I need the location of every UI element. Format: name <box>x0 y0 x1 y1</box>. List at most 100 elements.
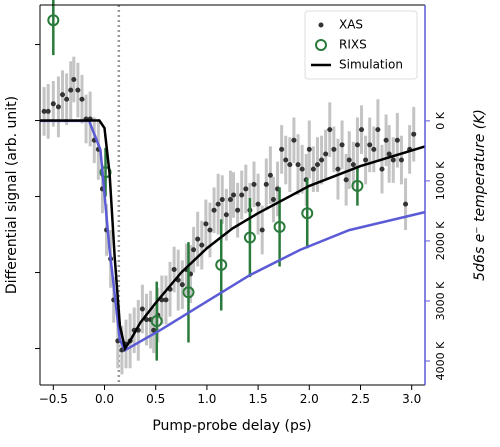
xas-point <box>45 108 51 114</box>
xas-point <box>171 266 177 272</box>
rixs-point <box>47 14 60 27</box>
xas-point <box>64 96 70 102</box>
rixs-point <box>243 231 256 244</box>
xas-point <box>179 282 185 288</box>
xas-point <box>350 162 356 168</box>
xas-point <box>383 137 389 143</box>
x-tick-label: 2.0 <box>300 392 319 406</box>
xas-point <box>207 227 213 233</box>
rixs-point <box>351 179 364 192</box>
xas-point <box>403 201 409 207</box>
xas-point <box>211 207 217 213</box>
rixs-point <box>273 220 286 233</box>
xas-point <box>295 162 301 168</box>
xas-point <box>163 297 169 303</box>
xas-point <box>379 166 385 172</box>
x-tick-label: 0.0 <box>95 392 114 406</box>
xas-point <box>199 242 205 248</box>
rixs-point <box>301 207 314 220</box>
rixs-point <box>215 258 228 271</box>
xas-point <box>363 157 369 163</box>
xas-point <box>390 157 396 163</box>
xas-point <box>310 166 316 172</box>
y2-tick-label: 3000 K <box>434 281 447 320</box>
xas-point <box>299 166 305 172</box>
xas-point <box>223 212 229 218</box>
xas-point <box>243 186 249 192</box>
xas-point <box>335 166 341 172</box>
xas-point <box>327 127 333 133</box>
xas-point <box>354 142 360 148</box>
x-tick-label: 2.5 <box>351 392 370 406</box>
legend-key <box>318 22 324 28</box>
x-axis-title: Pump-probe delay (ps) <box>152 418 311 434</box>
legend-label: Simulation <box>339 58 403 72</box>
xas-point <box>346 157 352 163</box>
y2-tick-label: 4000 K <box>434 341 447 380</box>
xas-point <box>386 151 392 157</box>
xas-point <box>263 181 269 187</box>
rixs-point <box>182 286 195 299</box>
xas-point <box>331 146 337 152</box>
y2-tick-label: 2000 K <box>434 221 447 260</box>
simulation-line <box>40 119 426 352</box>
xas-point <box>291 137 297 143</box>
y2-axis-title: 5d6s e⁻ temperature (K) <box>472 109 488 281</box>
x-tick-label: −0.5 <box>39 392 68 406</box>
xas-point <box>371 146 377 152</box>
xas-point <box>55 104 61 110</box>
xas-point <box>239 192 245 198</box>
xas-point <box>283 157 289 163</box>
xas-point <box>68 87 74 93</box>
y2-tick-label: 1000 K <box>434 161 447 200</box>
xas-point <box>343 177 349 183</box>
xas-point <box>251 181 257 187</box>
x-tick-label: 1.0 <box>197 392 216 406</box>
xas-point <box>270 197 276 203</box>
xas-point <box>195 236 201 242</box>
xas-point <box>235 207 241 213</box>
rixs-point <box>150 315 163 328</box>
xas-point <box>191 247 197 253</box>
xas-point <box>227 197 233 203</box>
xas-point <box>411 131 417 137</box>
legend-label: XAS <box>339 18 363 32</box>
xas-point <box>287 162 293 168</box>
xas-point <box>151 327 157 333</box>
legend-box <box>304 10 418 80</box>
xas-point <box>259 227 265 233</box>
xas-point <box>71 76 77 82</box>
x-tick-label: 1.5 <box>249 392 268 406</box>
xas-point <box>359 127 365 133</box>
legend-label: RIXS <box>339 38 367 52</box>
xas-point <box>314 162 320 168</box>
xas-point <box>143 317 149 323</box>
xas-point <box>394 137 400 143</box>
xas-point <box>398 157 404 163</box>
xas-point <box>375 127 381 133</box>
xas-point <box>231 192 237 198</box>
xas-point <box>60 92 66 98</box>
xas-point <box>139 306 145 312</box>
xas-point <box>339 142 345 148</box>
x-tick-label: 3.0 <box>402 392 421 406</box>
xas-point <box>255 201 261 207</box>
xas-point <box>79 96 85 102</box>
xas-point <box>41 108 47 114</box>
temperature-line <box>40 119 426 352</box>
xas-point <box>367 142 373 148</box>
xas-point <box>279 146 285 152</box>
xas-point <box>219 197 225 203</box>
xas-point <box>323 151 329 157</box>
xas-point <box>319 157 325 163</box>
x-tick-label: 0.5 <box>146 392 165 406</box>
xas-point <box>267 172 273 178</box>
y-axis-title: Differential signal (arb. unit) <box>4 96 20 294</box>
legend-key <box>315 39 327 51</box>
y2-tick-label: 0 K <box>434 111 447 129</box>
xas-point <box>50 101 56 107</box>
xas-point <box>215 201 221 207</box>
xas-point <box>306 146 312 152</box>
xas-point <box>75 87 81 93</box>
